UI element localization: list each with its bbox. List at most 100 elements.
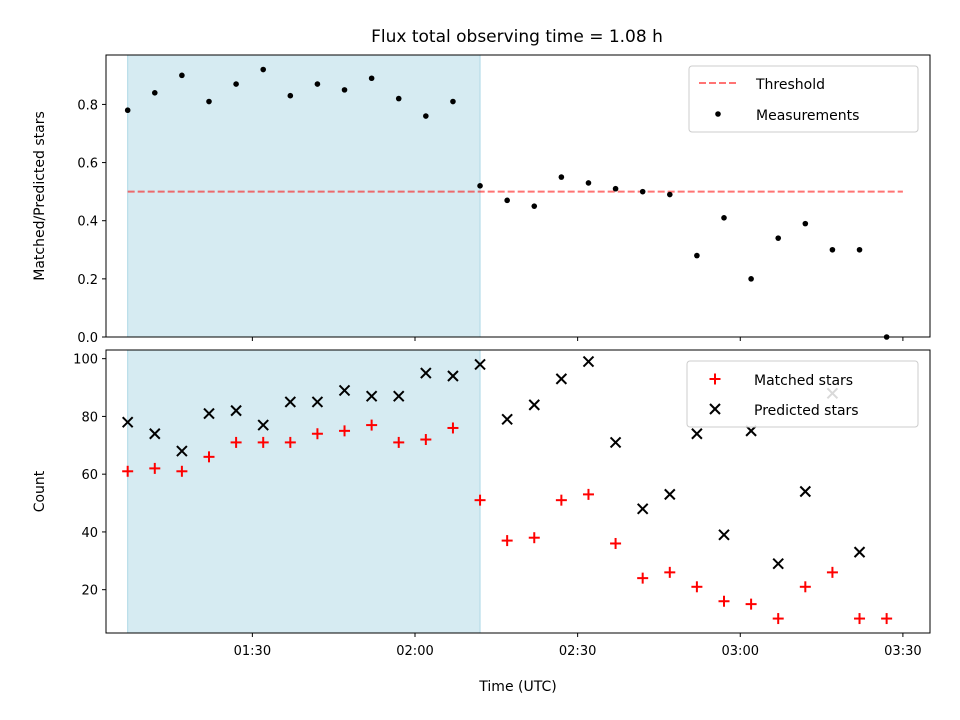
predicted-star-point xyxy=(230,404,242,417)
measurement-point xyxy=(558,174,565,180)
predicted-marker-stroke xyxy=(528,399,540,411)
predicted-star-point xyxy=(609,436,622,449)
measurement-point xyxy=(260,66,267,73)
predicted-marker-stroke xyxy=(176,445,188,457)
predicted-star-point xyxy=(528,399,540,411)
legend-box xyxy=(686,360,919,428)
predicted-marker-stroke xyxy=(555,373,568,385)
matched-star-point xyxy=(176,465,188,477)
predicted-star-point xyxy=(176,445,188,457)
measurement-point xyxy=(775,235,782,241)
matched-star-point xyxy=(610,537,622,549)
predicted-marker-stroke xyxy=(257,419,269,431)
matched-star-point xyxy=(691,581,703,593)
predicted-marker-stroke xyxy=(799,485,812,498)
matched-star-point xyxy=(745,598,757,610)
predicted-star-point xyxy=(853,546,866,558)
measurement-point xyxy=(341,87,348,93)
predicted-marker-stroke xyxy=(664,488,676,501)
predicted-marker-stroke xyxy=(121,416,134,428)
predicted-star-point xyxy=(582,355,595,368)
measurement-point xyxy=(639,188,646,195)
matched-star-point xyxy=(474,494,486,506)
y-tick-label: 40 xyxy=(81,526,98,541)
measurement-point xyxy=(856,246,863,253)
measurement-point xyxy=(531,203,538,209)
predicted-marker-stroke xyxy=(745,425,757,437)
matched-star-point xyxy=(501,535,513,547)
predicted-marker-stroke xyxy=(853,546,866,558)
measurement-point xyxy=(179,72,185,79)
y-axis-label: Matched/Predicted stars xyxy=(32,111,48,281)
matched-star-point xyxy=(339,425,351,437)
matched-star-point xyxy=(582,488,594,500)
predicted-marker-stroke xyxy=(203,407,215,420)
y-tick-label: 80 xyxy=(81,410,98,425)
legend-box xyxy=(688,65,919,133)
measurement-point xyxy=(124,107,131,114)
legend-threshold-label: Threshold xyxy=(755,77,825,93)
predicted-star-point xyxy=(718,529,730,541)
matched-star-point xyxy=(854,613,866,625)
predicted-marker-stroke xyxy=(501,413,513,426)
matched-star-point xyxy=(149,462,161,474)
matched-star-point xyxy=(555,494,567,506)
predicted-star-point xyxy=(338,384,351,397)
legend-predicted-swatch xyxy=(709,403,721,415)
measurement-point xyxy=(721,215,727,221)
predicted-marker-stroke xyxy=(311,396,324,408)
matched-star-point xyxy=(447,422,459,434)
measurement-point xyxy=(314,81,321,87)
matched-star-point xyxy=(420,434,432,446)
shaded-span xyxy=(127,349,481,634)
measurement-point xyxy=(450,98,456,105)
predicted-marker-stroke xyxy=(772,557,784,570)
x-tick-label: 01:30 xyxy=(234,644,271,659)
predicted-star-point xyxy=(203,407,215,420)
y-tick-label: 0.2 xyxy=(77,273,98,288)
predicted-star-point xyxy=(149,428,161,440)
measurement-point xyxy=(395,95,402,102)
legend-measurements-label: Measurements xyxy=(756,108,859,124)
measurement-point xyxy=(287,92,294,99)
predicted-star-point xyxy=(664,488,676,501)
measurement-point xyxy=(368,75,375,82)
x-tick-label: 02:00 xyxy=(396,644,433,659)
measurement-point xyxy=(151,89,158,96)
matched-star-point xyxy=(230,436,242,448)
matched-star-point xyxy=(637,572,649,584)
measurement-point xyxy=(585,180,592,186)
predicted-star-point xyxy=(691,428,703,440)
measurement-point xyxy=(423,113,429,119)
predicted-star-point xyxy=(257,419,269,431)
matched-star-point xyxy=(826,566,838,578)
measurement-point xyxy=(666,191,673,198)
matched-star-point xyxy=(366,419,378,431)
measurement-point xyxy=(233,81,239,87)
x-tick-label: 03:00 xyxy=(722,644,759,659)
legend-matched-label: Matched stars xyxy=(754,373,853,389)
predicted-star-point xyxy=(555,373,568,385)
y-tick-label: 60 xyxy=(81,468,98,483)
matched-star-point xyxy=(311,428,323,440)
y-tick-label: 0.0 xyxy=(77,331,98,346)
axes-frame xyxy=(105,54,931,338)
shaded-span xyxy=(127,54,481,338)
y-tick-label: 0.4 xyxy=(77,215,98,230)
predicted-star-point xyxy=(393,390,405,402)
measurement-point xyxy=(206,98,212,105)
predicted-star-point xyxy=(121,416,134,428)
predicted-star-point xyxy=(772,557,784,570)
predicted-star-point xyxy=(420,367,432,379)
y-tick-label: 0.6 xyxy=(77,157,98,172)
y-tick-label: 20 xyxy=(81,584,98,599)
measurement-point xyxy=(802,220,809,227)
chart-title: Flux total observing time = 1.08 h xyxy=(371,27,663,47)
predicted-star-point xyxy=(745,425,757,437)
matched-star-point xyxy=(718,595,730,607)
matched-star-point xyxy=(881,613,893,625)
measurement-point xyxy=(477,183,483,189)
predicted-marker-stroke xyxy=(609,436,622,449)
measurement-point xyxy=(612,185,619,192)
